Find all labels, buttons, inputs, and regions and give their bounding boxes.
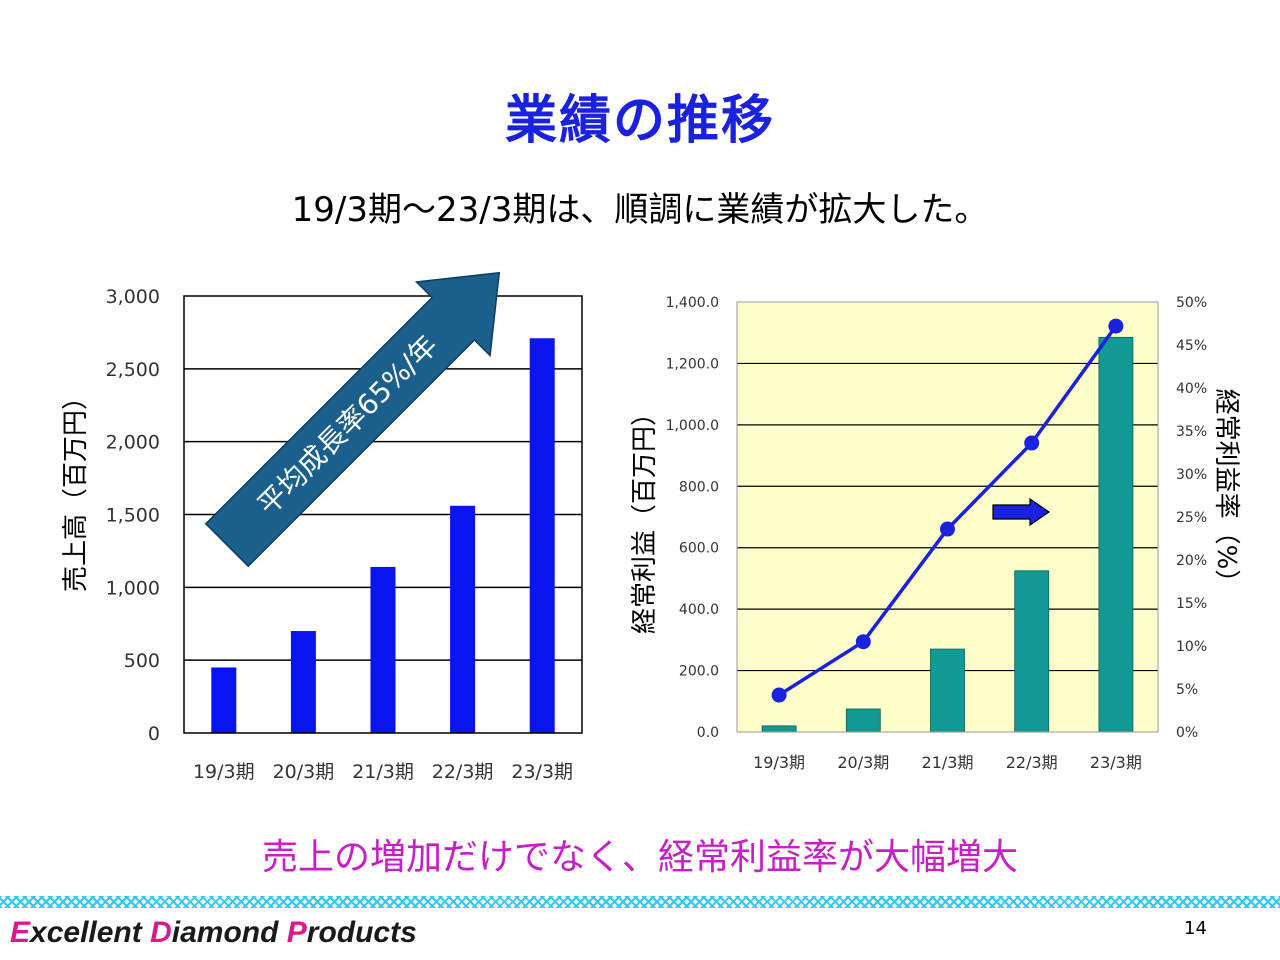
sales-bar bbox=[211, 667, 237, 733]
profit-rate-point bbox=[1024, 435, 1040, 451]
company-logo: Excellent Diamond Products bbox=[10, 916, 417, 950]
profit-bar bbox=[845, 708, 881, 733]
logo-word-excellent: xcellent bbox=[30, 916, 151, 949]
logo-word-diamond: iamond bbox=[171, 916, 287, 949]
sales-plot-frame bbox=[183, 295, 583, 734]
profit-bar bbox=[930, 648, 965, 733]
sales-y-axis-label: 売上高（百万円） bbox=[61, 384, 91, 592]
profit-y-tick-label: 1,000.0 bbox=[666, 418, 719, 434]
sales-y-tick-label: 1,000 bbox=[106, 577, 160, 599]
sales-bar bbox=[370, 566, 396, 733]
sales-y-ticks: 0 500 1,000 1,500 2,000 2,500 3,000 bbox=[106, 286, 160, 745]
profit-bars bbox=[761, 336, 1134, 733]
profit-y-tick-label: 400.0 bbox=[679, 602, 719, 618]
profit-bar bbox=[1098, 336, 1134, 733]
profit-y-tick-label: 600.0 bbox=[679, 541, 719, 557]
sales-y-tick-label: 1,500 bbox=[106, 505, 160, 527]
profit-y-tick-label: 0.0 bbox=[697, 725, 719, 741]
profit-y2-tick-label: 0% bbox=[1176, 725, 1198, 741]
profit-y2-tick-label: 50% bbox=[1176, 295, 1207, 311]
sales-y-tick-label: 2,000 bbox=[106, 432, 160, 454]
sales-y-tick-label: 500 bbox=[124, 650, 160, 672]
logo-initial-p: P bbox=[286, 916, 307, 949]
profit-y2-tick-label: 5% bbox=[1176, 682, 1198, 698]
profit-y2-tick-label: 30% bbox=[1176, 467, 1207, 483]
profit-y2-tick-label: 10% bbox=[1176, 639, 1207, 655]
sales-y-tick-label: 2,500 bbox=[106, 359, 160, 381]
profit-y2-tick-label: 40% bbox=[1176, 381, 1207, 397]
sales-x-tick-label: 22/3期 bbox=[432, 761, 494, 783]
profit-plot-frame bbox=[736, 301, 1159, 733]
growth-arrow-shape bbox=[204, 271, 501, 568]
profit-y2-tick-label: 35% bbox=[1176, 424, 1207, 440]
logo-word-products: roducts bbox=[306, 916, 417, 949]
right-axis-arrow-shape bbox=[992, 497, 1051, 527]
profit-y2-ticks: 0% 5% 10% 15% 20% 25% 30% 35% 40% 45% 50% bbox=[1176, 295, 1207, 741]
profit-rate-points bbox=[771, 318, 1124, 703]
profit-y-ticks: 0.0 200.0 400.0 600.0 800.0 1,000.0 1,200.0 1,4… bbox=[666, 295, 719, 741]
sales-bar bbox=[450, 505, 476, 733]
sales-chart: 0 500 1,000 1,500 2,000 2,500 3,000 19/3期 20/3期… bbox=[61, 271, 583, 783]
sales-bars bbox=[211, 338, 555, 733]
profit-y-axis-label: 経常利益（百万円） bbox=[630, 400, 660, 634]
profit-y2-tick-label: 20% bbox=[1176, 553, 1207, 569]
growth-arrow: 平均成長率65%/年 bbox=[204, 271, 501, 568]
growth-arrow-label: 平均成長率65%/年 bbox=[251, 329, 444, 522]
sales-x-tick-label: 21/3期 bbox=[352, 761, 414, 783]
sales-x-tick-label: 19/3期 bbox=[193, 761, 255, 783]
profit-y2-tick-label: 25% bbox=[1176, 510, 1207, 526]
bottom-message: 売上の増加だけでなく、経常利益率が大幅増大 bbox=[261, 837, 1018, 878]
profit-x-tick-label: 21/3期 bbox=[922, 753, 974, 772]
profit-bar bbox=[761, 725, 797, 733]
profit-rate-point bbox=[1108, 318, 1124, 334]
profit-gridlines bbox=[737, 362, 1158, 672]
profit-rate-point bbox=[771, 687, 787, 703]
sales-x-tick-label: 20/3期 bbox=[273, 761, 335, 783]
logo-initial-e: E bbox=[10, 916, 31, 949]
profit-x-tick-label: 23/3期 bbox=[1090, 753, 1142, 772]
profit-y-tick-label: 1,400.0 bbox=[666, 295, 719, 311]
profit-y-tick-label: 800.0 bbox=[679, 479, 719, 495]
sales-y-tick-label: 0 bbox=[148, 723, 160, 745]
profit-x-tick-label: 22/3期 bbox=[1006, 753, 1058, 772]
profit-chart: 0.0 200.0 400.0 600.0 800.0 1,000.0 1,200.0 1,4… bbox=[630, 295, 1241, 772]
profit-y2-tick-label: 15% bbox=[1176, 596, 1207, 612]
profit-y-tick-label: 1,200.0 bbox=[666, 356, 719, 372]
profit-y2-axis-label: 経常利益率（%） bbox=[1211, 389, 1241, 596]
page-number: 14 bbox=[1184, 918, 1207, 939]
right-axis-arrow bbox=[992, 497, 1051, 527]
profit-x-ticks: 19/3期 20/3期 21/3期 22/3期 23/3期 bbox=[753, 753, 1142, 772]
profit-y2-tick-label: 45% bbox=[1176, 338, 1207, 354]
sales-bar bbox=[529, 338, 555, 733]
slide-subtitle: 19/3期〜23/3期は、順調に業績が拡大した。 bbox=[291, 190, 989, 230]
sales-bar bbox=[290, 631, 316, 733]
sales-x-tick-label: 23/3期 bbox=[511, 761, 573, 783]
profit-x-tick-label: 20/3期 bbox=[837, 753, 889, 772]
profit-rate-point bbox=[940, 521, 955, 537]
slide-title: 業績の推移 bbox=[504, 91, 775, 151]
profit-x-tick-label: 19/3期 bbox=[753, 753, 805, 772]
sales-x-ticks: 19/3期 20/3期 21/3期 22/3期 23/3期 bbox=[193, 761, 573, 783]
profit-y-tick-label: 200.0 bbox=[679, 664, 719, 680]
logo-initial-d: D bbox=[150, 916, 172, 949]
profit-bar bbox=[1014, 570, 1050, 733]
footer-stripe bbox=[0, 896, 1280, 908]
sales-y-tick-label: 3,000 bbox=[106, 286, 160, 308]
profit-rate-point bbox=[855, 634, 871, 650]
